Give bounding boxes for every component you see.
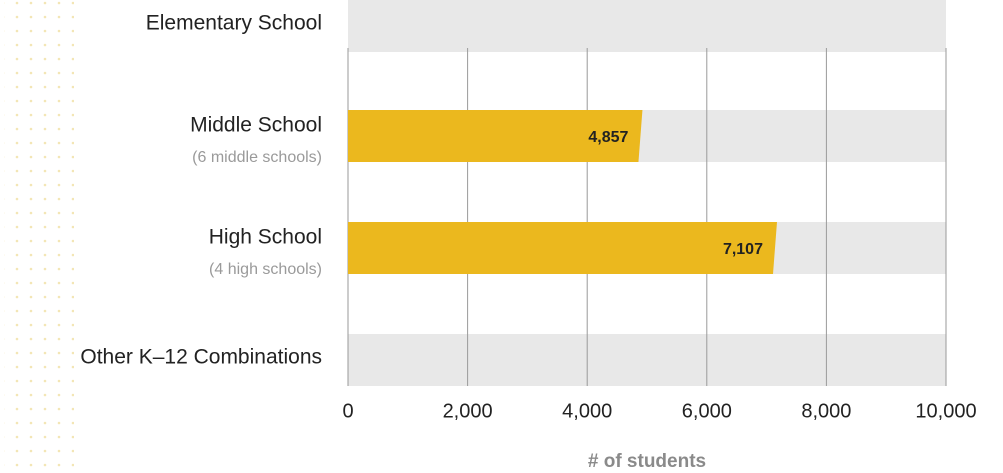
bar: [348, 110, 643, 162]
value-label: 7,107: [723, 241, 763, 258]
bars: 4,857 7,107: [348, 110, 777, 274]
x-tick-label: 6,000: [682, 400, 732, 422]
category-sublabel: (4 high schools): [209, 261, 322, 278]
decoration: [4, 0, 74, 473]
category-label: Other K–12 Combinations: [80, 346, 322, 369]
track: [348, 0, 946, 52]
bar: [348, 222, 777, 274]
x-tick-label: 2,000: [443, 400, 493, 422]
x-tick-label: 4,000: [562, 400, 612, 422]
category-label: High School: [209, 226, 322, 249]
tracks: [348, 0, 946, 386]
category-label: Elementary School: [146, 12, 322, 35]
track: [348, 334, 946, 386]
x-tick-label: 0: [342, 400, 353, 422]
x-axis-title: # of students: [588, 451, 706, 472]
value-label: 4,857: [588, 129, 628, 146]
grid: 0 2,000 4,000 6,000 8,000 10,000: [342, 48, 977, 422]
category-label: Middle School: [190, 114, 322, 137]
x-tick-label: 8,000: [801, 400, 851, 422]
category-sublabel: (6 middle schools): [192, 149, 322, 166]
x-tick-label: 10,000: [915, 400, 976, 422]
